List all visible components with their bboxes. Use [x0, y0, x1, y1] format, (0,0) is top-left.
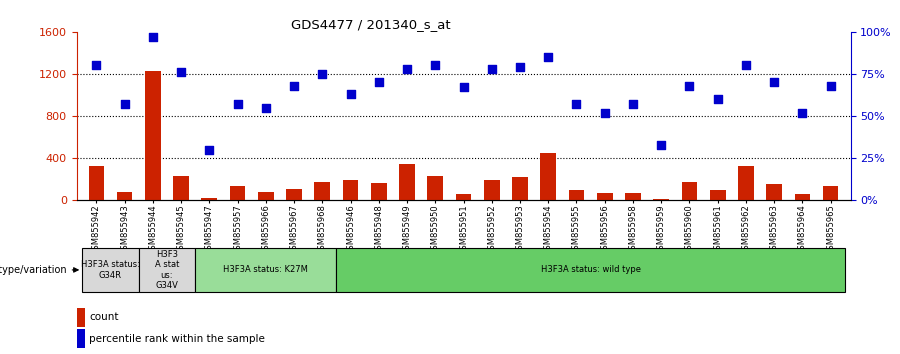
Point: [428, 63, 443, 68]
Bar: [795, 194, 810, 200]
Bar: [400, 164, 415, 200]
Point: [343, 91, 357, 97]
Point: [146, 34, 160, 40]
Bar: [195, 248, 337, 292]
Bar: [653, 199, 669, 200]
Bar: [767, 184, 782, 200]
Point: [315, 71, 329, 77]
Point: [796, 110, 810, 115]
Bar: [76, 308, 85, 327]
Bar: [681, 182, 698, 200]
Point: [513, 64, 527, 70]
Point: [89, 63, 104, 68]
Bar: [428, 176, 443, 200]
Bar: [343, 179, 358, 200]
Point: [117, 101, 131, 107]
Bar: [371, 183, 386, 200]
Bar: [569, 189, 584, 200]
Bar: [337, 248, 845, 292]
Point: [739, 63, 753, 68]
Bar: [710, 189, 725, 200]
Text: H3F3A status: wild type: H3F3A status: wild type: [541, 266, 641, 274]
Point: [570, 101, 584, 107]
Point: [400, 66, 414, 72]
Point: [258, 105, 273, 110]
Point: [456, 85, 471, 90]
Text: percentile rank within the sample: percentile rank within the sample: [89, 333, 265, 344]
Bar: [738, 166, 754, 200]
Bar: [139, 248, 195, 292]
Bar: [823, 186, 839, 200]
Point: [174, 69, 188, 75]
Point: [710, 96, 724, 102]
Bar: [314, 182, 330, 200]
Bar: [484, 179, 500, 200]
Bar: [230, 186, 246, 200]
Bar: [76, 329, 85, 348]
Point: [626, 101, 640, 107]
Point: [484, 66, 499, 72]
Point: [598, 110, 612, 115]
Point: [230, 101, 245, 107]
Text: H3F3
A stat
us:
G34V: H3F3 A stat us: G34V: [155, 250, 179, 290]
Bar: [145, 71, 160, 200]
Text: genotype/variation: genotype/variation: [0, 265, 68, 275]
Point: [287, 83, 302, 88]
Point: [767, 80, 781, 85]
Bar: [597, 193, 613, 200]
Text: H3F3A status:
G34R: H3F3A status: G34R: [81, 260, 140, 280]
Bar: [202, 199, 217, 200]
Bar: [626, 193, 641, 200]
Title: GDS4477 / 201340_s_at: GDS4477 / 201340_s_at: [291, 18, 450, 31]
Point: [824, 83, 838, 88]
Bar: [286, 189, 302, 200]
Bar: [82, 248, 139, 292]
Point: [541, 54, 555, 60]
Point: [654, 142, 669, 147]
Text: H3F3A status: K27M: H3F3A status: K27M: [223, 266, 308, 274]
Bar: [541, 153, 556, 200]
Bar: [455, 194, 472, 200]
Bar: [173, 176, 189, 200]
Bar: [512, 177, 527, 200]
Bar: [258, 192, 274, 200]
Point: [682, 83, 697, 88]
Bar: [88, 166, 104, 200]
Point: [202, 147, 217, 152]
Text: count: count: [89, 312, 119, 322]
Point: [372, 80, 386, 85]
Bar: [117, 192, 132, 200]
